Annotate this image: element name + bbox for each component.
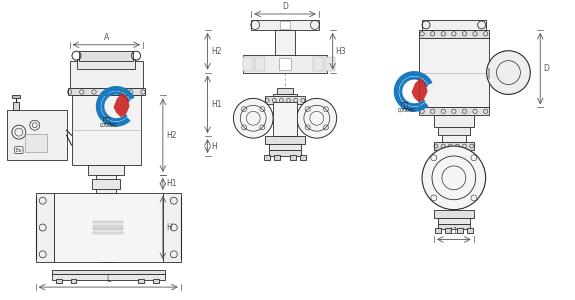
Bar [269,144,301,150]
Bar [36,193,53,262]
Bar [438,218,470,224]
Bar [52,270,165,274]
Bar [434,115,474,127]
Bar [243,55,327,73]
Bar [467,229,473,233]
Text: Ex: Ex [16,148,22,152]
Polygon shape [113,93,129,117]
Bar [325,57,335,70]
Bar [457,229,463,233]
Bar [434,142,474,150]
Circle shape [297,98,336,138]
Bar [153,279,159,283]
Bar [255,57,265,70]
Bar [265,136,305,144]
Bar [71,95,141,165]
Bar [25,134,47,152]
Bar [12,95,20,98]
Bar [273,94,297,104]
Text: H2: H2 [166,130,177,140]
Bar [56,279,62,283]
Text: QUGONG: QUGONG [100,122,118,128]
Bar [488,68,489,77]
Bar [438,127,470,135]
Bar [71,279,76,283]
Text: H: H [166,223,171,232]
Text: A: A [104,33,109,42]
Bar [300,155,306,160]
Circle shape [422,146,486,210]
Bar [419,38,489,107]
Text: L: L [106,275,110,284]
Bar [273,102,297,136]
Text: H1: H1 [212,100,222,109]
Bar [251,20,319,30]
Bar [79,51,133,61]
Bar [70,61,143,88]
Bar [422,20,486,30]
Text: H2: H2 [212,47,222,56]
Text: L1: L1 [449,227,458,236]
Bar [13,102,19,110]
Text: 渠工: 渠工 [401,101,409,108]
Bar [445,229,451,233]
Bar [93,232,123,235]
Bar [67,88,145,95]
Circle shape [486,51,530,94]
Bar [269,150,301,156]
Bar [7,110,67,160]
Bar [435,229,441,233]
Bar [280,21,290,29]
Bar [438,224,470,230]
Bar [290,155,296,160]
Bar [89,165,124,175]
Bar [442,127,466,142]
Bar [419,30,489,38]
Bar [264,155,270,160]
Bar [93,220,123,223]
Text: H: H [212,142,217,151]
Bar [279,58,291,70]
Text: QUGONG: QUGONG [398,107,416,112]
Bar [93,224,123,226]
Bar [275,30,295,55]
Text: D: D [282,2,288,11]
Bar [52,274,165,280]
Text: H1: H1 [166,179,177,188]
Text: D: D [543,64,549,73]
Circle shape [233,98,273,138]
Bar [78,59,135,69]
Bar [93,229,123,230]
Bar [138,279,144,283]
Bar [419,107,489,115]
Bar [277,88,293,94]
Bar [265,96,305,104]
Bar [163,193,181,262]
Text: 渠工: 渠工 [103,116,112,123]
Bar [53,193,163,262]
Bar [313,57,323,70]
Text: H3: H3 [336,47,346,56]
Bar [274,155,280,160]
Bar [97,175,116,193]
Bar [243,57,253,70]
Bar [434,210,474,218]
Bar [93,179,120,189]
Polygon shape [412,78,428,102]
